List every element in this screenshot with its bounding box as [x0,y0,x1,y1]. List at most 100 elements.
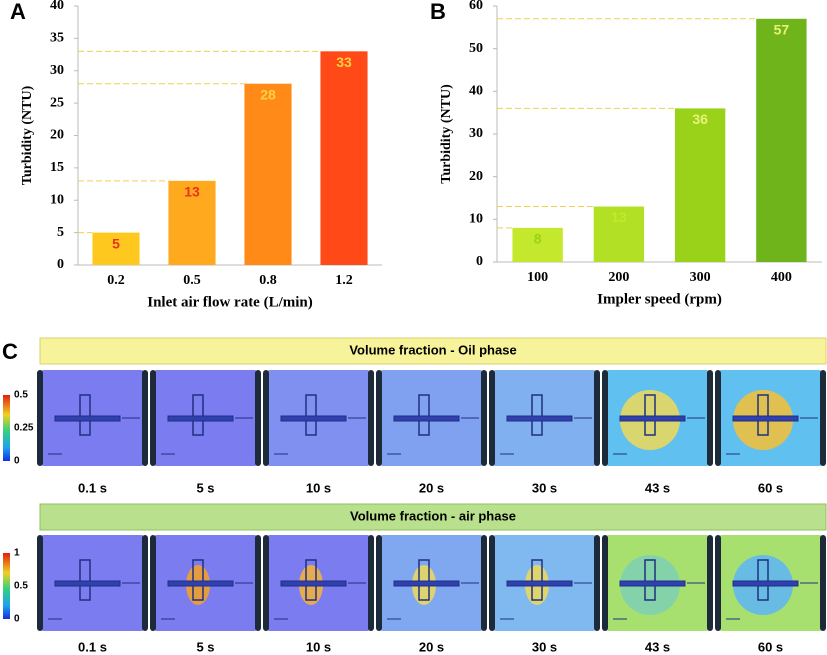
y-tick-label: 25 [50,95,64,110]
image-edge [489,370,495,466]
panel-label: B [430,0,446,24]
impeller-blade [393,580,460,587]
colorbar-tick: 0 [14,456,20,467]
image-edge [481,535,487,631]
y-tick-label: 20 [50,128,64,143]
bar [168,180,216,265]
y-tick-label: 15 [50,160,64,175]
colorbar [3,395,10,461]
impeller-blade [167,415,234,422]
colorbar [3,553,10,619]
y-tick-label: 50 [469,41,483,56]
impeller-shaft [79,559,91,601]
y-tick-label: 40 [50,0,64,13]
panel-label: A [10,0,26,24]
time-label: 60 s [758,639,783,654]
impeller-shaft [757,559,769,601]
colorbar-tick: 0.5 [14,581,28,592]
impeller-blade [280,580,347,587]
bar [593,206,645,262]
image-edge [594,370,600,466]
value-label: 33 [336,54,352,70]
x-tick-label: 0.2 [107,273,125,288]
impeller-shaft [418,559,430,601]
image-edge [263,535,269,631]
time-label: 43 s [645,480,670,495]
impeller-blade [54,580,121,587]
x-tick-label: 0.8 [259,273,277,288]
image-edge [255,535,261,631]
image-edge [255,370,261,466]
impeller-shaft [305,394,317,436]
impeller-blade [732,580,799,587]
y-tick-label: 35 [50,31,64,46]
time-label: 20 s [419,480,444,495]
time-label: 20 s [419,639,444,654]
y-tick-label: 40 [469,84,483,99]
time-label: 10 s [306,639,331,654]
value-label: 8 [534,231,542,247]
value-label: 36 [692,111,708,127]
impeller-blade [619,415,686,422]
impeller-shaft [418,394,430,436]
time-label: 30 s [532,639,557,654]
time-label: 60 s [758,480,783,495]
y-axis-label: Turbidity (NTU) [20,85,35,185]
impeller-shaft [644,559,656,601]
y-tick-label: 30 [469,126,483,141]
image-edge [481,370,487,466]
image-edge [150,370,156,466]
y-tick-label: 10 [50,192,64,207]
bar [320,51,368,266]
time-label: 30 s [532,480,557,495]
row-title: Volume fraction - air phase [350,508,516,523]
panel-label: C [2,339,18,364]
image-edge [707,535,713,631]
image-edge [37,535,43,631]
y-tick-label: 0 [57,257,64,272]
row-header [39,337,827,365]
row-title: Volume fraction - Oil phase [349,342,516,357]
image-edge [150,535,156,631]
bar [512,227,563,262]
impeller-blade [167,580,234,587]
x-tick-label: 200 [608,270,629,285]
x-tick-label: 0.5 [183,273,201,288]
colorbar-tick: 0 [14,614,20,625]
impeller-shaft [757,394,769,436]
impeller-shaft [531,559,543,601]
impeller-blade [54,415,121,422]
image-edge [707,370,713,466]
impeller-blade [280,415,347,422]
impeller-shaft [79,394,91,436]
x-tick-label: 100 [527,270,548,285]
image-edge [602,535,608,631]
time-label: 43 s [645,639,670,654]
image-edge [594,535,600,631]
value-label: 13 [611,209,627,225]
time-label: 5 s [196,639,214,654]
row-header [39,503,827,531]
image-edge [820,370,826,466]
image-edge [263,370,269,466]
bar [244,83,292,265]
x-tick-label: 1.2 [335,273,353,288]
time-label: 0.1 s [78,639,107,654]
impeller-shaft [192,394,204,436]
image-edge [715,535,721,631]
y-tick-label: 20 [469,169,483,184]
image-edge [820,535,826,631]
impeller-shaft [531,394,543,436]
image-edge [368,535,374,631]
y-tick-label: 30 [50,63,64,78]
y-tick-label: 0 [476,254,483,269]
impeller-blade [393,415,460,422]
y-axis-label: Turbidity (NTU) [439,84,454,184]
impeller-shaft [192,559,204,601]
image-edge [37,370,43,466]
y-tick-label: 60 [469,0,483,13]
bar [92,232,140,265]
y-tick-label: 10 [469,212,483,227]
x-axis-label: Inlet air flow rate (L/min) [147,294,313,310]
